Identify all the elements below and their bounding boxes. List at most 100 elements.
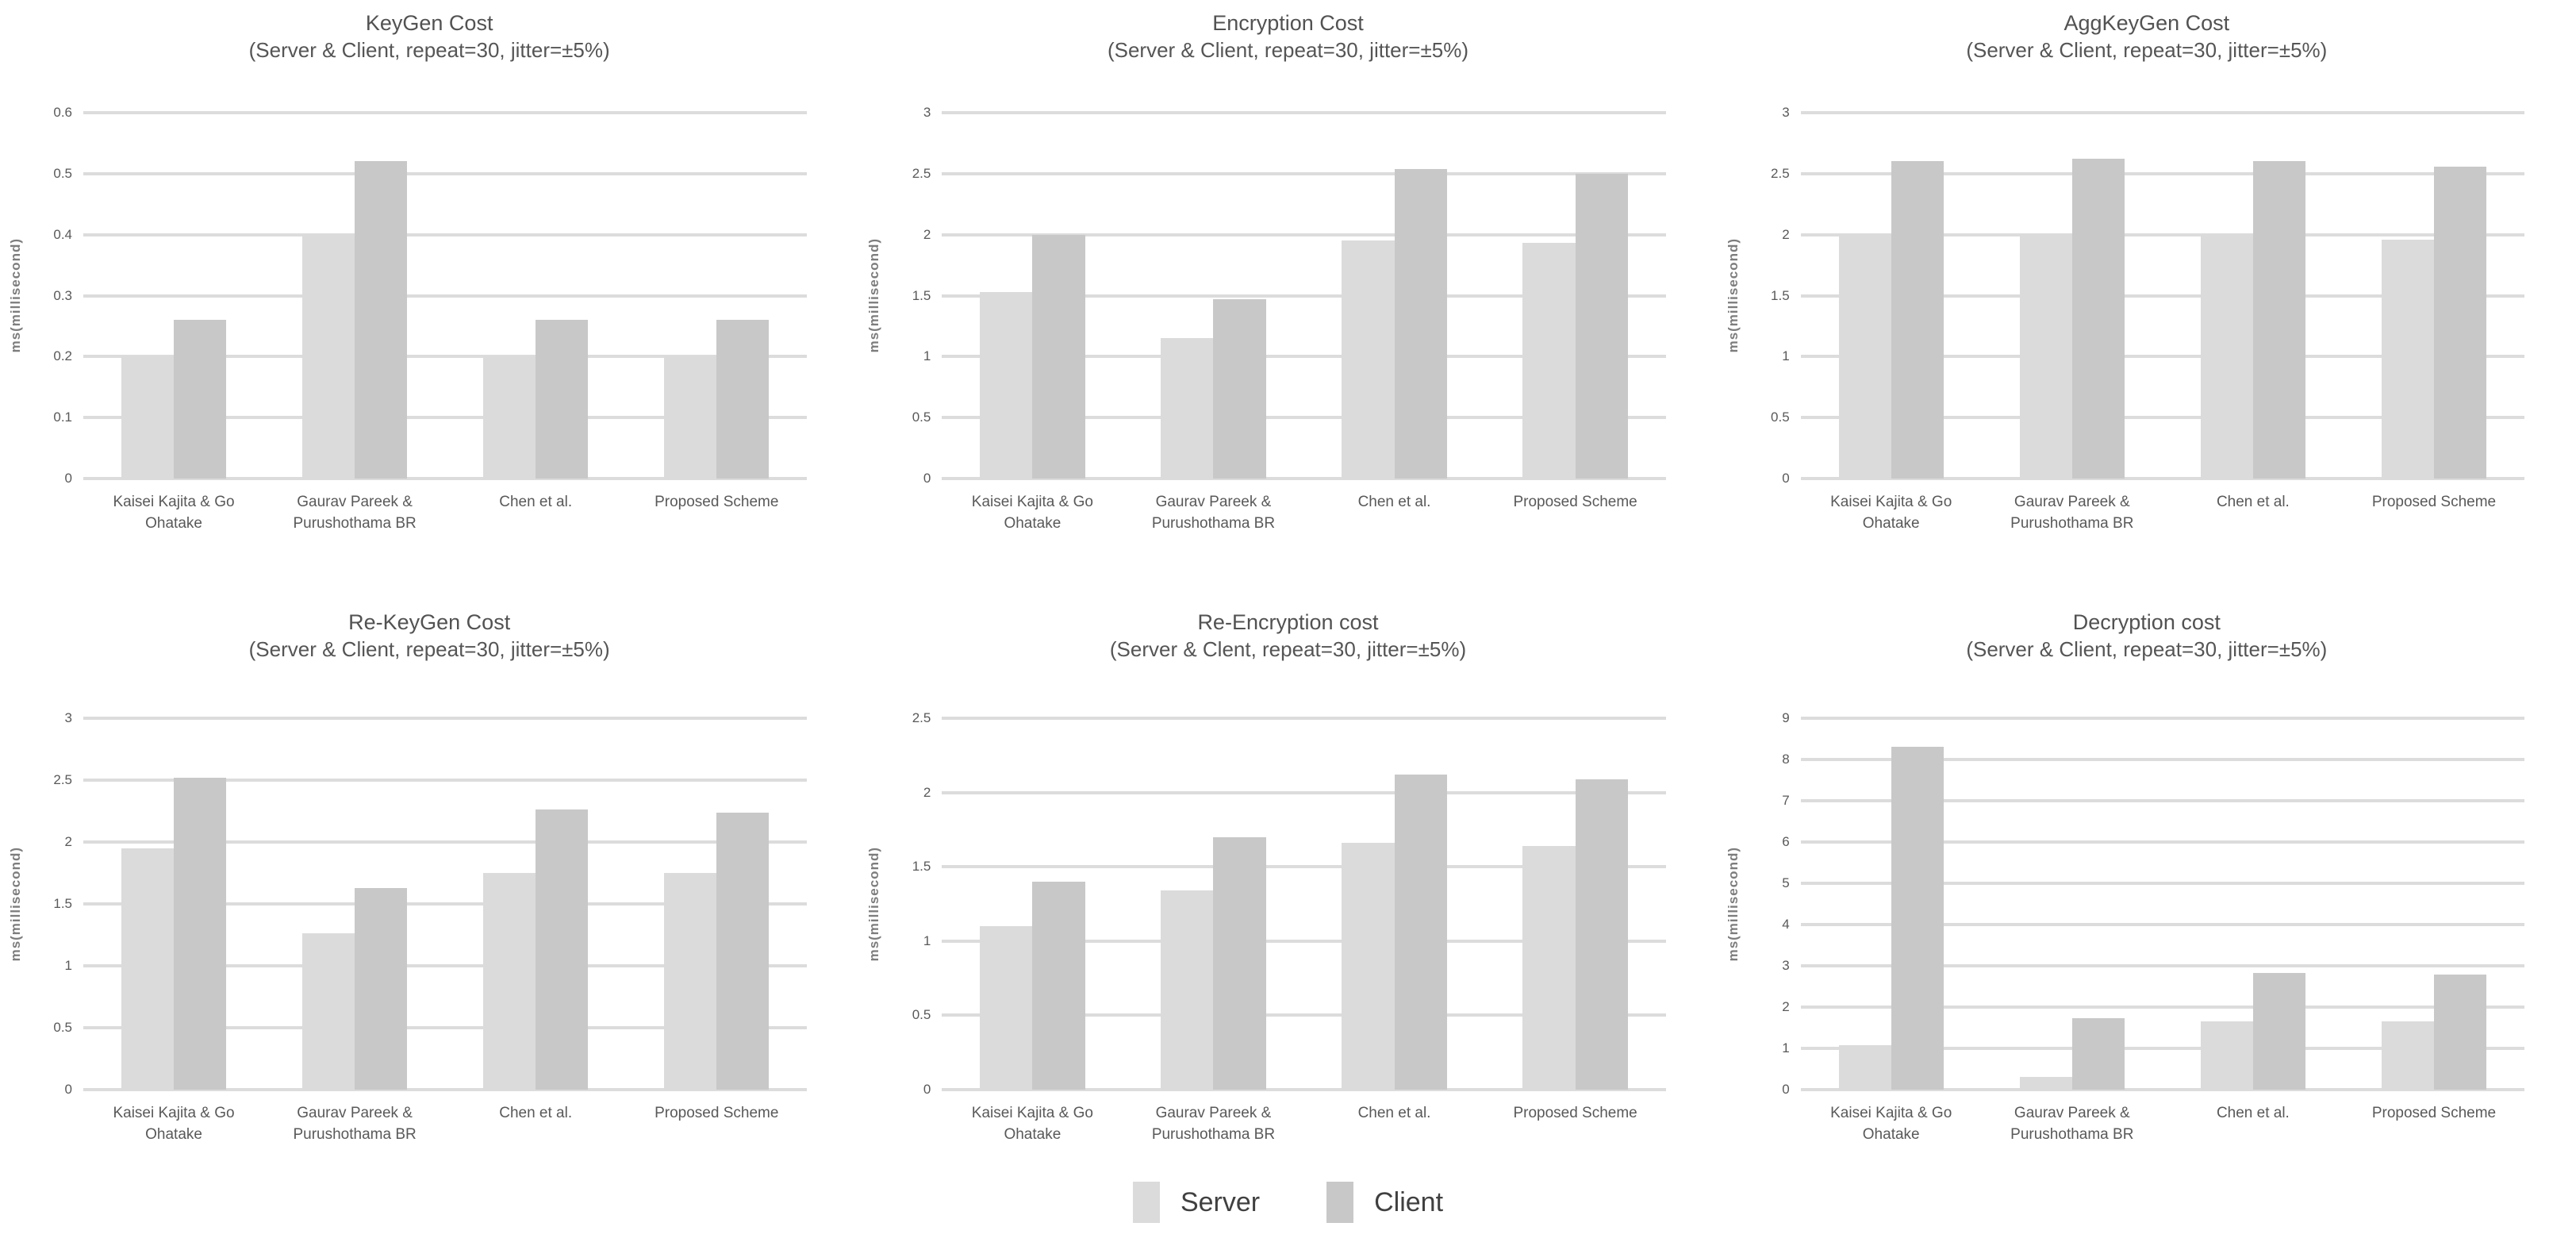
bar-server	[121, 356, 175, 479]
bar-server	[1161, 338, 1214, 479]
bars-group	[2344, 113, 2524, 479]
y-tick-label: 2.5	[1771, 165, 1790, 181]
bars-group	[942, 113, 1123, 479]
y-axis-label-text: ms(millisecond)	[8, 238, 23, 353]
y-tick-label: 1.5	[53, 896, 72, 911]
bars-group	[1982, 718, 2163, 1090]
plot-area	[83, 717, 808, 1091]
y-tick-label: 3	[64, 710, 72, 725]
y-tick-label: 2.5	[53, 771, 72, 787]
gridline	[1800, 758, 2524, 761]
chart-title: Encryption Cost	[1212, 11, 1364, 35]
x-category-row: Kaisei Kajita & Go Ohatake Gaurav Pareek …	[1801, 1102, 2524, 1145]
bars-group	[1982, 113, 2163, 479]
chart-subtitle: (Server & Client, repeat=30, jitter=±5%)	[1107, 38, 1468, 62]
x-category-label: Gaurav Pareek & Purushothama BR	[293, 494, 417, 532]
chart-title: AggKeyGen Cost	[2063, 11, 2230, 35]
x-category-row: Kaisei Kajita & Go Ohatake Gaurav Pareek …	[83, 1102, 807, 1145]
plot-area	[942, 717, 1666, 1091]
bar-server	[483, 873, 536, 1090]
gridline	[942, 1088, 1666, 1091]
gridline	[1800, 1088, 2524, 1091]
x-category-label: Kaisei Kajita & Go Ohatake	[113, 1105, 235, 1143]
x-category-row: Kaisei Kajita & Go Ohatake Gaurav Pareek …	[942, 1102, 1665, 1145]
bar-client	[1213, 299, 1266, 479]
y-tick-label: 0	[923, 1082, 931, 1097]
bars-group	[1485, 113, 1666, 479]
chart-cell: Re-KeyGen Cost (Server & Client, repeat=3…	[0, 591, 858, 1163]
bar-client	[716, 320, 770, 479]
bars-group	[2163, 113, 2344, 479]
gridline	[83, 416, 808, 420]
plot-area	[83, 111, 808, 480]
y-axis-label-text: ms(millisecond)	[8, 846, 23, 962]
x-category-row: Kaisei Kajita & Go Ohatake Gaurav Pareek …	[83, 491, 807, 534]
y-tick-label: 0.6	[53, 105, 72, 120]
y-tick-label: 2	[923, 784, 931, 800]
bars-group	[445, 113, 626, 479]
chart-body: ms(millisecond) 2.5 2 1.5 1 0.5 0	[858, 710, 1717, 1097]
y-tick-label: 7	[1782, 793, 1790, 808]
y-axis-label-text: ms(millisecond)	[866, 238, 882, 353]
chart-cell: KeyGen Cost (Server & Client, repeat=30, …	[0, 0, 858, 591]
gridline	[942, 416, 1666, 420]
y-tick-label: 1.5	[1771, 287, 1790, 303]
plot-area	[942, 111, 1666, 480]
bar-server	[301, 933, 355, 1090]
gridline	[1800, 294, 2524, 298]
bar-client	[2071, 1018, 2125, 1090]
bars-group	[1303, 113, 1484, 479]
bars-group	[2163, 718, 2344, 1090]
bar-client	[2433, 166, 2487, 479]
y-tick-label: 3	[1782, 105, 1790, 120]
bars-group	[2344, 718, 2524, 1090]
x-category-label: Proposed Scheme	[1513, 1105, 1637, 1121]
gridline	[83, 233, 808, 236]
chart-title: Re-Encryption cost	[1197, 610, 1379, 634]
y-tick-label: 0	[1782, 1082, 1790, 1097]
chart-body: ms(millisecond) 3 2.5 2 1.5 1 0.5 0	[1718, 105, 2576, 486]
gridline	[942, 865, 1666, 869]
chart-title: Re-KeyGen Cost	[348, 610, 511, 634]
x-category-label: Proposed Scheme	[655, 494, 779, 510]
bar-server	[301, 234, 355, 479]
x-category-label: Kaisei Kajita & Go Ohatake	[971, 1105, 1093, 1143]
gridline	[83, 778, 808, 782]
gridline	[942, 790, 1666, 794]
legend: Server Client	[0, 1163, 2576, 1242]
gridline	[1800, 111, 2524, 114]
y-tick-label: 3	[1782, 957, 1790, 973]
bar-client	[536, 320, 589, 479]
bar-server	[2200, 234, 2253, 479]
x-category-label: Gaurav Pareek & Purushothama BR	[293, 1105, 417, 1143]
gridline	[83, 840, 808, 844]
bar-client	[174, 320, 227, 479]
y-tick-label: 1.5	[912, 287, 931, 303]
chart-body: ms(millisecond) 0.6 0.5 0.4 0.3 0.2 0.1 0	[0, 105, 858, 486]
bar-client	[2071, 159, 2125, 479]
chart-subtitle: (Server & Client, repeat=30, jitter=±5%)	[248, 637, 610, 661]
gridline	[942, 939, 1666, 943]
y-tick-label: 5	[1782, 875, 1790, 890]
bars-group	[1801, 718, 1982, 1090]
y-tick-label: 1	[1782, 1040, 1790, 1056]
x-category-label: Chen et al.	[499, 1105, 573, 1121]
bar-client	[1032, 881, 1085, 1090]
y-tick-label: 8	[1782, 752, 1790, 767]
y-tick-label: 1	[923, 932, 931, 948]
bars-layer	[942, 113, 1665, 479]
x-category-label: Gaurav Pareek & Purushothama BR	[2010, 494, 2134, 532]
y-tick-label: 1.5	[912, 859, 931, 875]
gridline	[1800, 882, 2524, 885]
bar-server	[121, 848, 175, 1090]
x-category-label: Gaurav Pareek & Purushothama BR	[2010, 1105, 2134, 1143]
x-category-label: Gaurav Pareek & Purushothama BR	[1151, 1105, 1276, 1143]
bar-client	[1032, 234, 1085, 479]
gridline	[83, 1026, 808, 1029]
y-axis-label: ms(millisecond)	[858, 113, 890, 479]
y-tick-label: 4	[1782, 917, 1790, 932]
x-category-label: Proposed Scheme	[2371, 1105, 2497, 1121]
gridline	[1800, 355, 2524, 359]
gridline	[1800, 717, 2524, 720]
plot-area	[1800, 717, 2524, 1091]
